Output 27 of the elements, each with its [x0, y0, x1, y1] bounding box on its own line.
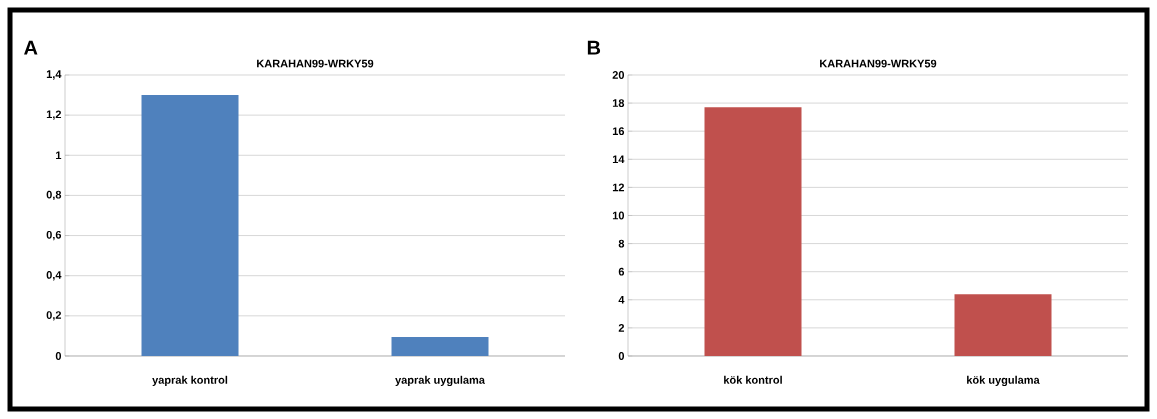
y-tick-label: 12 [612, 183, 625, 192]
y-tick-label: 14 [612, 155, 625, 164]
chart-title: KARAHAN99-WRKY59 [257, 59, 374, 68]
y-tick-label: 2 [618, 324, 625, 332]
chart-title: KARAHAN99-WRKY59 [820, 59, 937, 68]
x-tick-label: yaprak uygulama [395, 375, 485, 387]
y-tick-label: 1,4 [46, 70, 62, 80]
y-tick-label: 8 [618, 239, 625, 248]
y-tick-label: 1 [56, 151, 62, 160]
y-tick-label: 0 [618, 352, 625, 360]
x-tick-label: yaprak kontrol [152, 375, 228, 387]
y-tick-label: 6 [618, 267, 625, 276]
y-tick-label: 4 [618, 296, 625, 304]
y-tick-label: 16 [612, 127, 625, 136]
y-tick-label: 10 [612, 211, 625, 220]
y-tick-label: 18 [612, 99, 625, 107]
y-tick-label: 0 [55, 352, 62, 360]
y-tick-label: 1,2 [46, 110, 62, 120]
text: B [587, 40, 601, 55]
y-tick-label: 0,4 [46, 271, 62, 281]
y-tick-label: 0,6 [46, 230, 62, 241]
text: A [24, 40, 38, 55]
y-tick-label: 20 [612, 71, 625, 79]
y-tick-label: 0,2 [46, 311, 62, 321]
x-tick-label: kök uygulama [967, 375, 1040, 387]
x-tick-label: kök kontrol [724, 375, 782, 384]
y-tick-label: 0,8 [46, 190, 62, 201]
